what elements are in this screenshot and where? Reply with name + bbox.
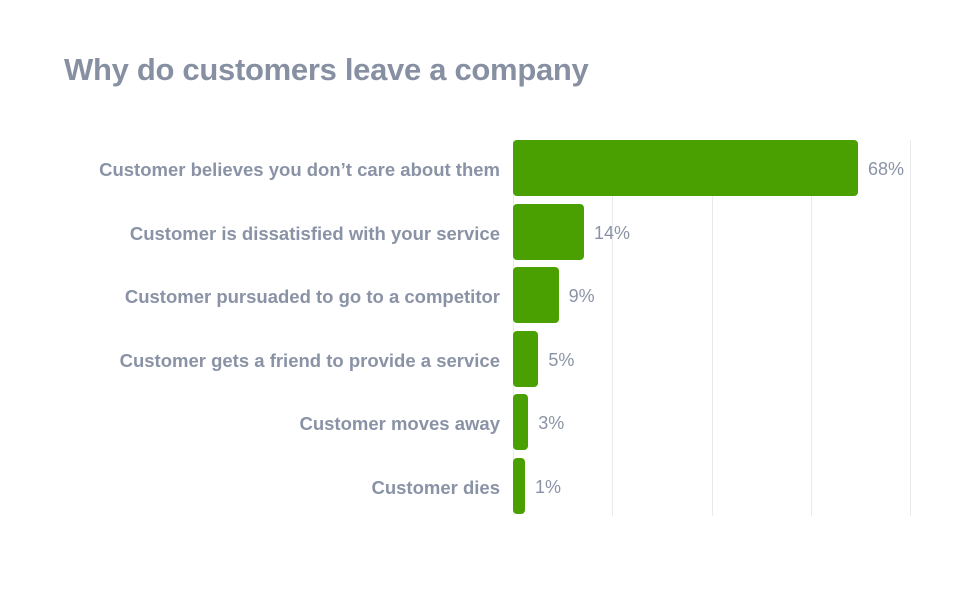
category-label: Customer gets a friend to provide a serv… <box>119 349 500 371</box>
bar <box>513 267 559 323</box>
category-label: Customer pursuaded to go to a competitor <box>124 286 500 307</box>
bar <box>513 457 525 514</box>
chart-title: Why do customers leave a company <box>64 52 589 87</box>
category-label: Customer believes you don’t care about t… <box>99 159 500 180</box>
bar <box>513 330 539 387</box>
value-label: 3% <box>538 413 565 433</box>
value-label: 14% <box>594 222 631 243</box>
gridline <box>513 140 514 516</box>
category-label: Customer dies <box>371 476 500 498</box>
bar <box>513 140 858 196</box>
gridline <box>712 140 713 516</box>
plot-area: 68% 14% 9% 5% 3% 1% <box>513 140 911 516</box>
value-label: 68% <box>868 159 905 179</box>
gridline <box>612 140 613 516</box>
category-label: Customer is dissatisfied with your servi… <box>129 222 500 244</box>
value-label: 5% <box>548 349 575 370</box>
value-label: 9% <box>568 286 595 306</box>
gridline <box>811 140 812 516</box>
category-label: Customer moves away <box>299 413 500 434</box>
gridline <box>910 140 911 516</box>
bar <box>513 203 585 260</box>
value-label: 1% <box>535 476 562 497</box>
bar <box>513 394 529 450</box>
